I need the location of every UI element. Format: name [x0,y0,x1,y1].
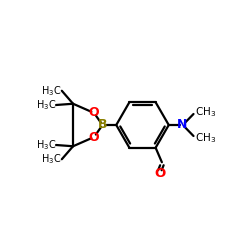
Text: O: O [89,130,100,143]
Text: O: O [154,168,166,180]
Text: H$_3$C: H$_3$C [36,138,56,152]
Text: H$_3$C: H$_3$C [42,84,62,98]
Text: O: O [89,106,100,120]
Text: CH$_3$: CH$_3$ [195,105,216,119]
Text: B: B [98,118,107,132]
Text: H$_3$C: H$_3$C [42,152,62,166]
Text: H$_3$C: H$_3$C [36,98,56,112]
Text: N: N [176,118,187,132]
Text: CH$_3$: CH$_3$ [195,131,216,145]
